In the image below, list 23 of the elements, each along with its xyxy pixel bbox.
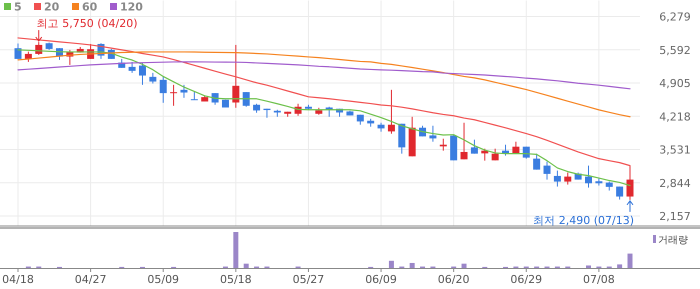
legend-label: 20 [44,0,60,14]
annotation: 최고 5,750 (04/20) [36,17,138,30]
x-tick-label: 06/29 [510,273,542,286]
y-tick-label: 6,279 [659,10,691,24]
y-tick-label: 3,531 [659,144,691,156]
x-tick-label: 05/27 [292,273,324,286]
x-tick-label: 07/08 [583,273,615,286]
y-tick-label: 5,592 [659,44,691,57]
x-tick-label: 04/18 [2,273,34,286]
y-tick-label: 4,905 [659,77,691,90]
legend-label: 120 [120,0,144,14]
x-tick-label: 06/09 [365,273,397,286]
legend-label: 5 [14,0,22,14]
y-tick-label: 2,844 [659,176,691,190]
annotation: 최저 2,490 (07/13) [533,214,634,227]
y-tick-label: 2,157 [659,210,691,223]
y-tick-label: 4,218 [659,110,691,124]
x-tick-label: 05/09 [147,273,180,286]
x-tick-label: 06/20 [438,273,470,286]
legend-label: 거래량 [658,235,688,246]
x-tick-label: 04/27 [74,273,106,286]
x-tick-label: 05/18 [220,273,252,286]
legend-label: 60 [82,0,98,14]
